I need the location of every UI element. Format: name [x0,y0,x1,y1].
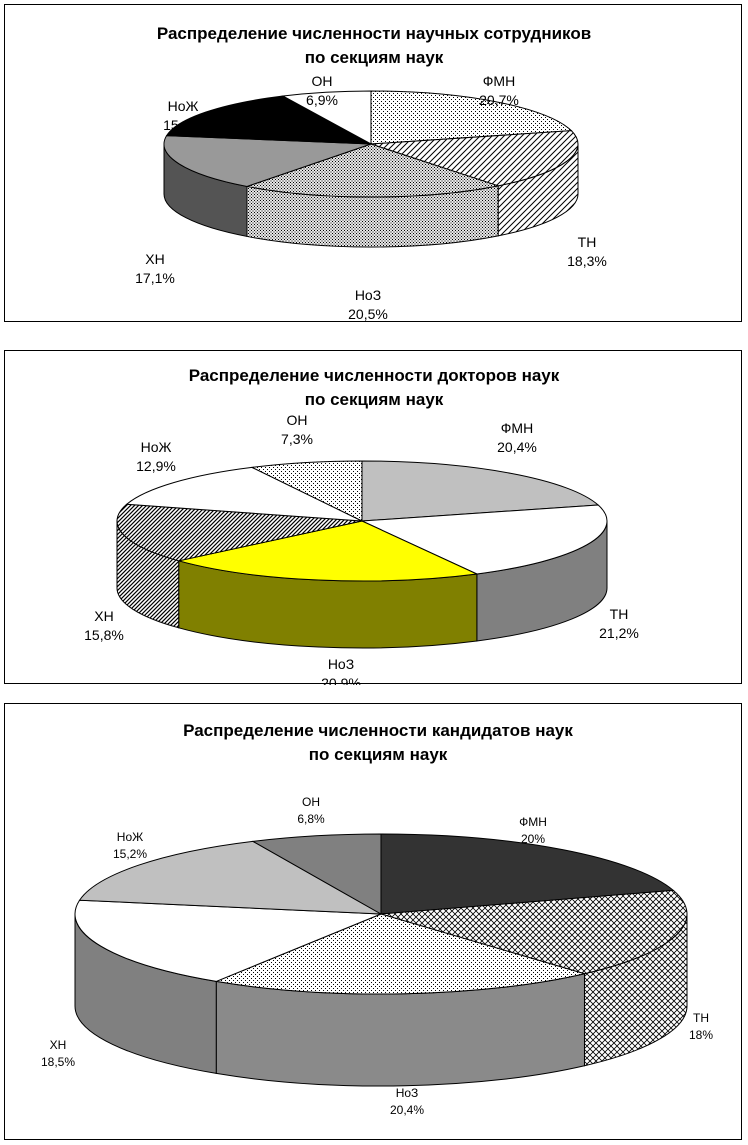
slice-label-name: ТН [693,1011,709,1025]
slice-label-value: 7,3% [281,431,313,447]
slice-label-name: НоЖ [168,98,199,114]
pie-labels: ФМН 20% ТН 18% НоЗ 20,4% ХН 18,5% НоЖ 15,2% ОН 6,8% [41,795,713,1117]
pie-top [116,460,608,582]
slice-label-name: НоЗ [355,287,381,303]
slice-label-value: 15,2% [113,847,147,861]
slice-label-name: ФМН [483,73,515,89]
slice-label-value: 20,5% [348,306,388,322]
slice-label-value: 18,5% [41,1055,75,1069]
slice-on [281,90,372,145]
slice-label-value: 18,3% [567,253,607,269]
slice-label-name: НоЗ [328,656,354,672]
slice-tn [380,889,688,975]
pie-labels: ФМН 20,4% ТН 21,2% НоЗ 20,9% ХН 15,8% НоЖ 12,9% ОН… [84,412,639,685]
slice-khn [74,899,382,982]
chart-subtitle: по секциям наук [309,745,448,764]
chart-title: Распределение численности кандидатов нау… [183,721,573,740]
slice-label-name: ХН [145,251,164,267]
pie-top [163,90,579,198]
slice-noz [178,520,479,582]
slice-label-value: 20,4% [390,1103,424,1117]
slice-label-value: 20% [521,832,545,846]
slice-label-name: НоЖ [141,439,172,455]
chart-panel-candidates: Распределение численности кандидатов нау… [4,703,742,1140]
slice-label-name: ФМН [519,815,547,829]
slice-label-value: 17,1% [135,270,175,286]
slice-label-value: 20,9% [321,675,361,685]
chart-subtitle: по секциям наук [305,390,444,409]
slice-label-value: 6,8% [297,812,325,826]
slice-label-name: ОН [287,412,308,428]
slice-tn [361,504,608,575]
slice-label-value: 21,2% [599,625,639,641]
chart-subtitle: по секциям наук [305,48,444,67]
slice-on [251,833,382,915]
slice-label-name: НоЖ [117,830,143,844]
slice-khn [116,503,363,562]
slice-label-value: 18% [689,1028,713,1042]
slice-noz [245,143,501,198]
slice-nozh [125,466,363,522]
slice-fmn [380,833,675,915]
slice-label-value: 20,4% [497,439,537,455]
slice-on [250,460,363,522]
slice-label-name: ОН [302,795,320,809]
slice-label-name: ТН [578,234,597,250]
slice-fmn [361,460,600,522]
slice-nozh [78,840,382,915]
slice-label-name: ОН [312,73,333,89]
slice-label-name: ХН [50,1038,67,1052]
slice-label-name: НоЗ [396,1086,419,1100]
slice-label-value: 15,3% [163,117,203,133]
slice-tn [370,130,579,187]
pie-chart-candidates: Распределение численности кандидатов нау… [41,721,713,1117]
slice-label-value: 15,8% [84,627,124,643]
chart-panel-doctors: Распределение численности докторов наук … [4,350,742,685]
pie-chart-doctors: Распределение численности докторов наук … [84,366,639,685]
pie-top [74,833,688,995]
chart-panel-researchers: Распределение численности научных сотруд… [4,4,742,322]
slice-nozh [165,95,372,145]
pie-labels: ФМН 20,7% ТН 18,3% НоЗ 20,5% ХН 17,1% НоЖ 15,3% ОН… [135,73,607,322]
slice-noz [214,913,587,995]
slice-khn [163,135,372,187]
slice-label-name: ХН [94,608,113,624]
pie-chart-researchers: Распределение численности научных сотруд… [135,24,607,322]
slice-label-name: ФМН [501,420,533,436]
slice-label-value: 6,9% [306,92,338,108]
chart-title: Распределение численности научных сотруд… [157,24,591,43]
pie-sides [74,913,688,1087]
slice-label-value: 12,9% [136,458,176,474]
slice-fmn [370,90,573,145]
slice-label-value: 20,7% [479,92,519,108]
chart-title: Распределение численности докторов наук [189,366,560,385]
slice-label-name: ТН [610,606,629,622]
